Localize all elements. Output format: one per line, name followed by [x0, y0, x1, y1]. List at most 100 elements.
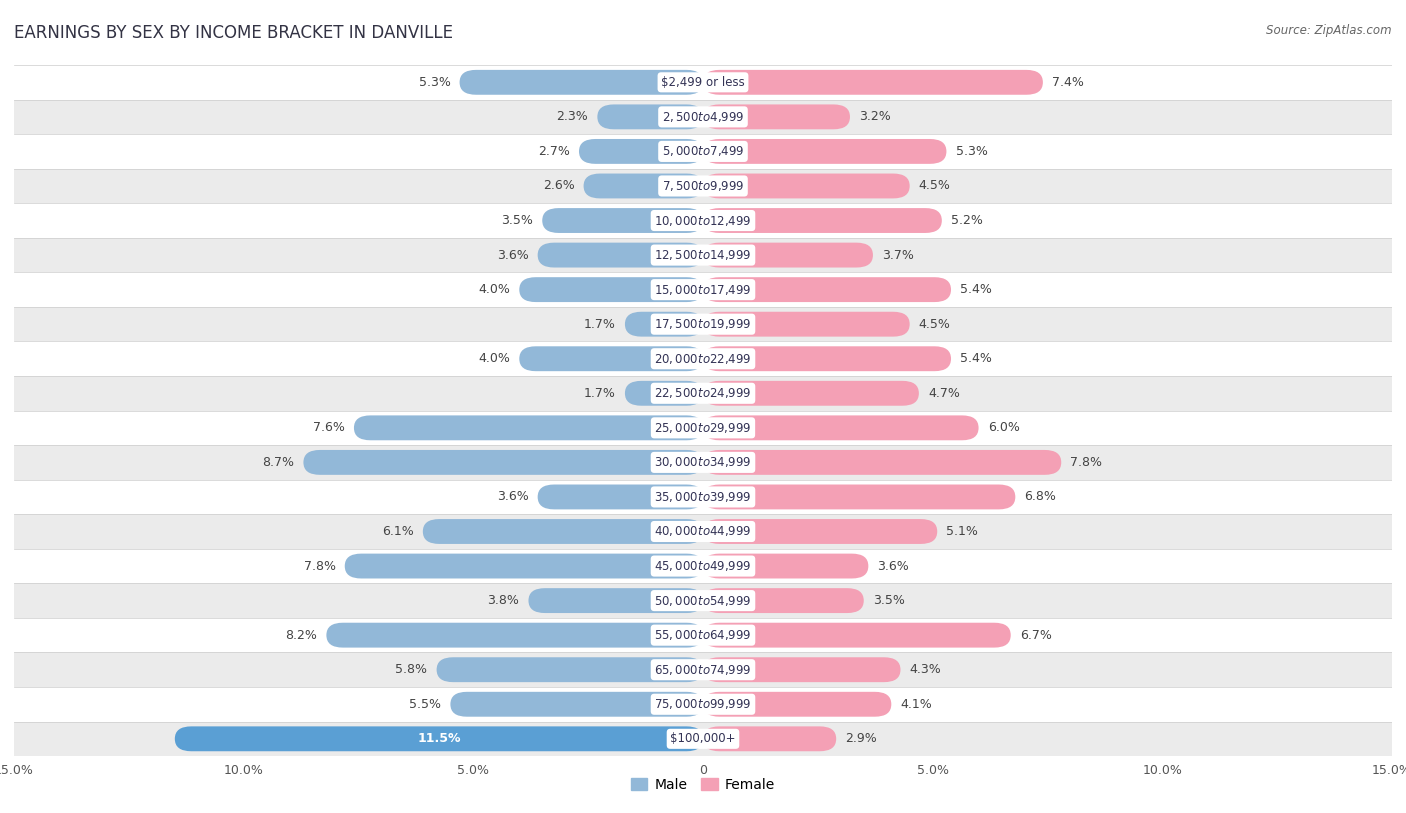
FancyBboxPatch shape: [529, 588, 703, 613]
Text: 6.0%: 6.0%: [988, 421, 1019, 434]
Bar: [14, 134, 1392, 168]
FancyBboxPatch shape: [703, 450, 1062, 475]
Bar: [14, 549, 1392, 583]
Text: 6.8%: 6.8%: [1025, 490, 1056, 503]
FancyBboxPatch shape: [437, 657, 703, 682]
Text: 4.5%: 4.5%: [920, 318, 950, 331]
Text: 7.6%: 7.6%: [314, 421, 344, 434]
FancyBboxPatch shape: [344, 554, 703, 579]
FancyBboxPatch shape: [537, 485, 703, 510]
Text: 3.7%: 3.7%: [882, 249, 914, 262]
FancyBboxPatch shape: [583, 173, 703, 198]
Text: 5.3%: 5.3%: [956, 145, 987, 158]
Text: 5.5%: 5.5%: [409, 698, 441, 711]
Text: $12,500 to $14,999: $12,500 to $14,999: [654, 248, 752, 262]
Bar: [14, 272, 1392, 307]
FancyBboxPatch shape: [624, 311, 703, 337]
Text: 3.6%: 3.6%: [496, 249, 529, 262]
Text: 5.8%: 5.8%: [395, 663, 427, 676]
FancyBboxPatch shape: [703, 485, 1015, 510]
Text: $17,500 to $19,999: $17,500 to $19,999: [654, 317, 752, 331]
Bar: [14, 583, 1392, 618]
FancyBboxPatch shape: [174, 726, 703, 751]
Text: $40,000 to $44,999: $40,000 to $44,999: [654, 524, 752, 538]
Text: 4.0%: 4.0%: [478, 352, 510, 365]
Text: $7,500 to $9,999: $7,500 to $9,999: [662, 179, 744, 193]
FancyBboxPatch shape: [703, 519, 938, 544]
FancyBboxPatch shape: [543, 208, 703, 233]
Bar: [14, 445, 1392, 480]
FancyBboxPatch shape: [304, 450, 703, 475]
Text: 4.5%: 4.5%: [920, 180, 950, 193]
Text: 8.2%: 8.2%: [285, 628, 318, 641]
Bar: [14, 480, 1392, 514]
FancyBboxPatch shape: [703, 208, 942, 233]
Text: $55,000 to $64,999: $55,000 to $64,999: [654, 628, 752, 642]
Bar: [14, 411, 1392, 445]
Bar: [14, 722, 1392, 756]
Text: $30,000 to $34,999: $30,000 to $34,999: [654, 455, 752, 469]
Text: 2.7%: 2.7%: [538, 145, 569, 158]
FancyBboxPatch shape: [703, 277, 950, 302]
Text: $100,000+: $100,000+: [671, 733, 735, 746]
FancyBboxPatch shape: [703, 692, 891, 717]
Text: $15,000 to $17,499: $15,000 to $17,499: [654, 283, 752, 297]
Text: Source: ZipAtlas.com: Source: ZipAtlas.com: [1267, 24, 1392, 37]
FancyBboxPatch shape: [598, 104, 703, 129]
FancyBboxPatch shape: [703, 173, 910, 198]
Text: 7.8%: 7.8%: [304, 559, 336, 572]
FancyBboxPatch shape: [703, 588, 863, 613]
Text: 7.8%: 7.8%: [1070, 456, 1102, 469]
Text: $75,000 to $99,999: $75,000 to $99,999: [654, 698, 752, 711]
FancyBboxPatch shape: [354, 415, 703, 441]
Bar: [14, 687, 1392, 722]
FancyBboxPatch shape: [703, 415, 979, 441]
Legend: Male, Female: Male, Female: [626, 772, 780, 798]
Text: 1.7%: 1.7%: [583, 318, 616, 331]
FancyBboxPatch shape: [703, 346, 950, 372]
Text: 3.6%: 3.6%: [496, 490, 529, 503]
Text: 2.6%: 2.6%: [543, 180, 575, 193]
Text: 8.7%: 8.7%: [263, 456, 294, 469]
Text: 5.4%: 5.4%: [960, 283, 993, 296]
FancyBboxPatch shape: [624, 380, 703, 406]
FancyBboxPatch shape: [703, 623, 1011, 648]
Bar: [14, 237, 1392, 272]
FancyBboxPatch shape: [326, 623, 703, 648]
Bar: [14, 652, 1392, 687]
Text: 5.1%: 5.1%: [946, 525, 979, 538]
FancyBboxPatch shape: [703, 242, 873, 267]
Text: 11.5%: 11.5%: [418, 733, 461, 746]
Text: $10,000 to $12,499: $10,000 to $12,499: [654, 214, 752, 228]
Bar: [14, 376, 1392, 411]
FancyBboxPatch shape: [703, 70, 1043, 95]
Text: 4.7%: 4.7%: [928, 387, 960, 400]
FancyBboxPatch shape: [703, 657, 900, 682]
Text: $45,000 to $49,999: $45,000 to $49,999: [654, 559, 752, 573]
Bar: [14, 65, 1392, 99]
Text: $35,000 to $39,999: $35,000 to $39,999: [654, 490, 752, 504]
FancyBboxPatch shape: [703, 554, 869, 579]
Text: 3.6%: 3.6%: [877, 559, 910, 572]
Text: 5.2%: 5.2%: [950, 214, 983, 227]
FancyBboxPatch shape: [537, 242, 703, 267]
FancyBboxPatch shape: [460, 70, 703, 95]
Text: 2.9%: 2.9%: [845, 733, 877, 746]
Text: $50,000 to $54,999: $50,000 to $54,999: [654, 593, 752, 607]
Bar: [14, 307, 1392, 341]
FancyBboxPatch shape: [579, 139, 703, 164]
FancyBboxPatch shape: [519, 277, 703, 302]
FancyBboxPatch shape: [450, 692, 703, 717]
Text: 6.1%: 6.1%: [382, 525, 413, 538]
Text: 3.5%: 3.5%: [501, 214, 533, 227]
Text: $20,000 to $22,499: $20,000 to $22,499: [654, 352, 752, 366]
FancyBboxPatch shape: [703, 104, 851, 129]
Text: 5.4%: 5.4%: [960, 352, 993, 365]
Bar: [14, 99, 1392, 134]
Text: 3.5%: 3.5%: [873, 594, 905, 607]
Text: 3.8%: 3.8%: [488, 594, 519, 607]
Text: 5.3%: 5.3%: [419, 76, 450, 89]
Text: $5,000 to $7,499: $5,000 to $7,499: [662, 145, 744, 159]
Bar: [14, 203, 1392, 237]
Bar: [14, 168, 1392, 203]
